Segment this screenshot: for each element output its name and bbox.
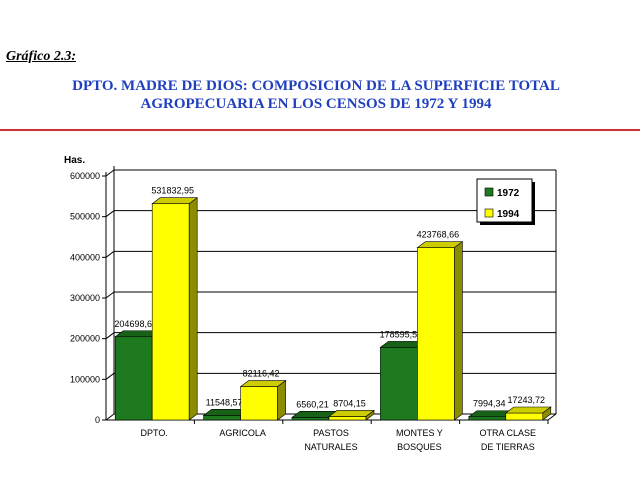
chart-title: DPTO. MADRE DE DIOS: COMPOSICION DE LA S… xyxy=(0,77,632,113)
data-label: 531832,95 xyxy=(151,186,194,196)
bar-1972-front xyxy=(380,347,418,421)
bar-1972-front xyxy=(114,336,153,421)
data-label: 17243,72 xyxy=(508,395,546,405)
legend-swatch-1994 xyxy=(484,208,494,218)
gridline-side xyxy=(105,291,115,299)
bar-1972-front xyxy=(291,417,330,421)
bar-1994-front xyxy=(417,247,455,421)
gridline-side xyxy=(105,413,115,421)
x-tick-label: AGRICOLA xyxy=(219,428,266,438)
y-tick-label: 200000 xyxy=(70,334,100,344)
bar-1994-side xyxy=(454,241,463,421)
y-tick-label: 100000 xyxy=(70,374,100,384)
legend-swatch-1972 xyxy=(484,187,494,197)
x-tick-label: BOSQUES xyxy=(397,442,442,452)
gridline-side xyxy=(105,250,115,258)
x-tick-label: DPTO. xyxy=(141,428,168,438)
data-label: 178595,53 xyxy=(380,329,423,339)
bar-1994-side xyxy=(188,197,198,421)
legend-label-1994: 1994 xyxy=(497,209,520,220)
bar-1994-side xyxy=(277,380,286,421)
x-tick-label: PASTOS xyxy=(313,428,349,438)
data-label: 7994,34 xyxy=(473,399,506,409)
data-label: 8704,15 xyxy=(333,398,366,408)
x-tick-label: NATURALES xyxy=(304,442,357,452)
data-label: 11548,57 xyxy=(206,397,243,407)
floor-edge xyxy=(547,413,557,421)
legend-label-1972: 1972 xyxy=(497,188,520,199)
title-line-1: DPTO. MADRE DE DIOS: COMPOSICION DE LA S… xyxy=(72,78,560,94)
x-tick-label: DE TIERRAS xyxy=(481,442,535,452)
bar-1994-side xyxy=(365,409,375,421)
gridline-side xyxy=(105,332,115,340)
x-tick-label: OTRA CLASE xyxy=(480,428,537,438)
bar-1994-front xyxy=(240,386,278,421)
data-label: 423768,66 xyxy=(417,230,460,240)
gridline-side xyxy=(105,169,115,177)
title-line-2: AGROPECUARIA EN LOS CENSOS DE 1972 Y 199… xyxy=(140,96,492,112)
y-axis-label: Has. xyxy=(64,155,85,166)
y-tick-label: 400000 xyxy=(70,252,100,262)
bar-1972-front xyxy=(203,415,241,421)
bar-1994-front xyxy=(505,412,544,421)
y-tick-label: 300000 xyxy=(70,293,100,303)
data-label: 6560,21 xyxy=(296,399,329,409)
bar-1994-side xyxy=(542,406,552,421)
data-label: 82116,42 xyxy=(243,369,280,379)
bar-1994-front xyxy=(151,203,190,421)
x-tick-label: MONTES Y xyxy=(396,428,443,438)
y-tick-label: 600000 xyxy=(70,171,100,181)
data-label: 204698,65 xyxy=(114,319,157,329)
bar-1994-front xyxy=(328,416,367,421)
gridline-side xyxy=(105,372,115,380)
divider-rule xyxy=(0,129,640,131)
gridline-side xyxy=(105,210,115,218)
figure-label: Gráfico 2.3: xyxy=(6,49,76,64)
y-tick-label: 500000 xyxy=(70,212,100,222)
y-tick-label: 0 xyxy=(95,415,100,425)
bar-1972-front xyxy=(468,416,507,421)
